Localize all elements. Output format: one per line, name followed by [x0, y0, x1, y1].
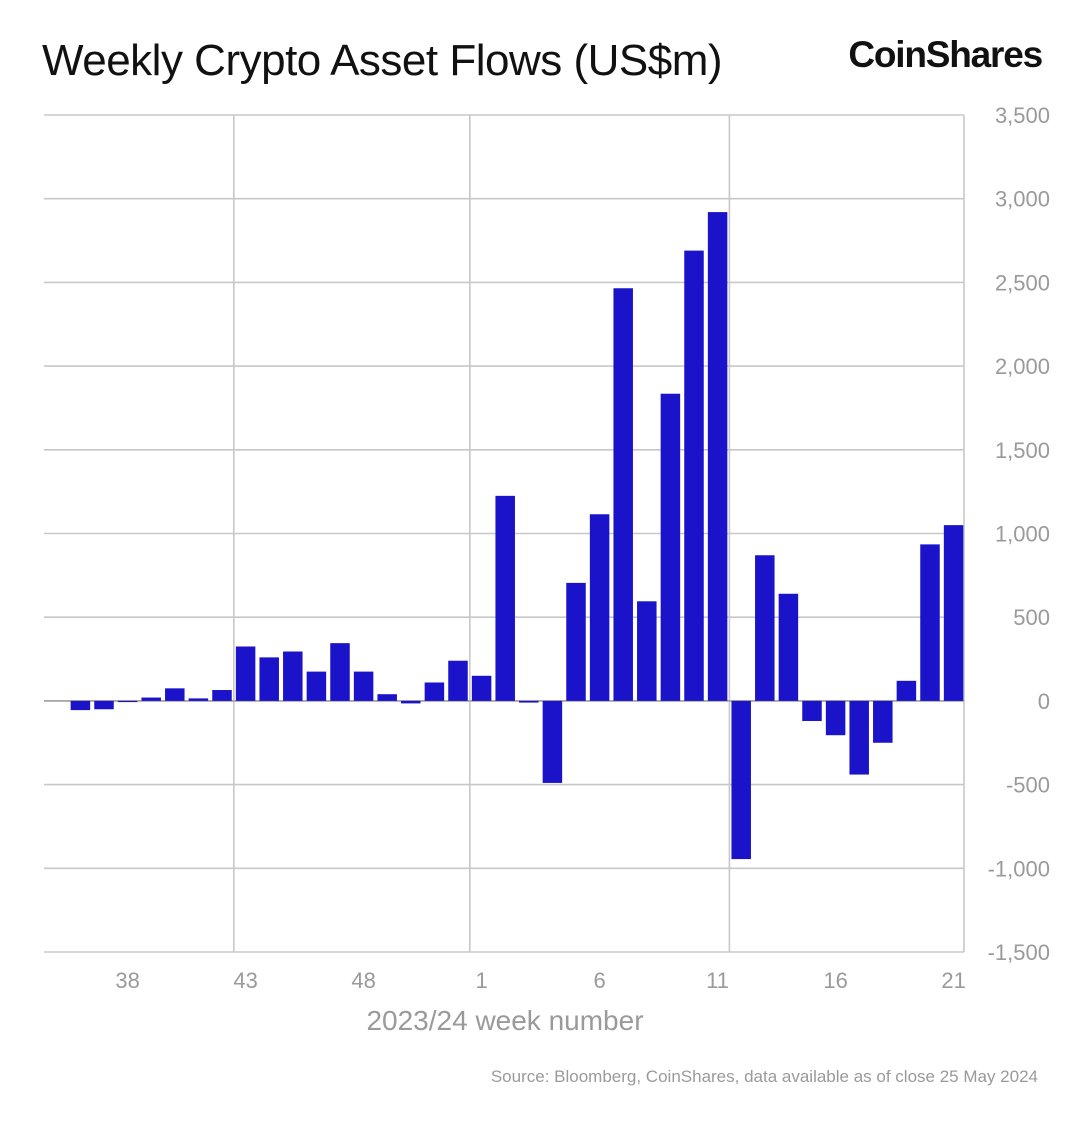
bar-week-42: [212, 690, 232, 701]
x-tick-label: 1: [475, 968, 487, 993]
bar-week-1: [471, 675, 492, 701]
bar-week-49: [377, 694, 397, 701]
bar-week-41: [188, 698, 209, 701]
bar-week-44: [259, 657, 279, 701]
x-tick-label: 38: [115, 968, 139, 993]
bar-week-2: [495, 495, 515, 701]
bar-week-36: [70, 700, 91, 711]
x-tick-label: 11: [706, 968, 729, 993]
x-tick-labels: 38 43 48 1 6 11 16 21: [115, 968, 965, 993]
bar-week-12: [731, 700, 751, 860]
bar-week-21: [943, 525, 964, 701]
y-tick-labels: 3,500 3,000 2,500 2,000 1,500 1,000 500 0 -500 -1…: [988, 103, 1050, 965]
chart-title: Weekly Crypto Asset Flows (US$m): [42, 36, 723, 85]
bar-week-7: [613, 288, 633, 701]
y-tick-label: -1,000: [988, 856, 1050, 881]
y-tick-label: 3,000: [995, 187, 1050, 212]
bar-week-13: [755, 555, 775, 701]
bar-week-38: [117, 700, 138, 703]
y-tick-label: 2,000: [995, 354, 1050, 379]
x-tick-label: 16: [823, 968, 847, 993]
bar-week-39: [141, 697, 161, 701]
bar-week-4: [542, 700, 563, 783]
bar-week-18: [873, 700, 893, 743]
y-tick-label: -1,500: [988, 940, 1050, 965]
y-tick-label: 1,000: [995, 522, 1050, 547]
x-tick-label: 6: [593, 968, 605, 993]
bar-week-46: [306, 671, 327, 701]
x-tick-label: 21: [941, 968, 965, 993]
bar-week-37: [94, 700, 114, 710]
y-tick-label: -500: [1006, 773, 1050, 798]
bar-week-11: [707, 212, 728, 701]
bar-week-15: [802, 700, 822, 721]
y-tick-label: 1,500: [995, 438, 1050, 463]
bar-week-51: [424, 682, 445, 701]
x-tick-label: 43: [233, 968, 257, 993]
bar-week-47: [330, 643, 350, 701]
bar-week-9: [660, 393, 681, 701]
y-tick-label: 2,500: [995, 270, 1050, 295]
bar-week-17: [849, 700, 869, 775]
bar-week-45: [283, 651, 303, 701]
source-note: Source: Bloomberg, CoinShares, data avai…: [490, 1067, 1038, 1086]
bar-layer: [70, 212, 964, 860]
bar-week-8: [637, 601, 657, 701]
bar-week-6: [589, 514, 610, 701]
bar-week-40: [165, 688, 185, 701]
bar-week-48: [353, 671, 374, 701]
bar-week-3: [519, 700, 539, 703]
bar-week-19: [896, 680, 917, 701]
y-tick-label: 3,500: [995, 103, 1050, 128]
x-tick-label: 48: [351, 968, 375, 993]
coinshares-logo: CoinShares: [848, 34, 1043, 75]
bar-week-10: [684, 250, 704, 701]
flows-bar-chart: 3,500 3,000 2,500 2,000 1,500 1,000 500 0 -500 -1…: [44, 103, 1050, 1036]
y-tick-label: 0: [1038, 689, 1050, 714]
y-tick-label: 500: [1013, 605, 1050, 630]
bar-week-16: [825, 700, 846, 736]
bar-week-5: [566, 582, 586, 701]
bar-week-43: [235, 646, 256, 701]
x-axis-title: 2023/24 week number: [366, 1005, 643, 1036]
bar-week-50: [401, 700, 421, 704]
bar-week-20: [920, 544, 940, 701]
bar-week-14: [778, 593, 799, 701]
bar-week-52: [448, 660, 468, 701]
